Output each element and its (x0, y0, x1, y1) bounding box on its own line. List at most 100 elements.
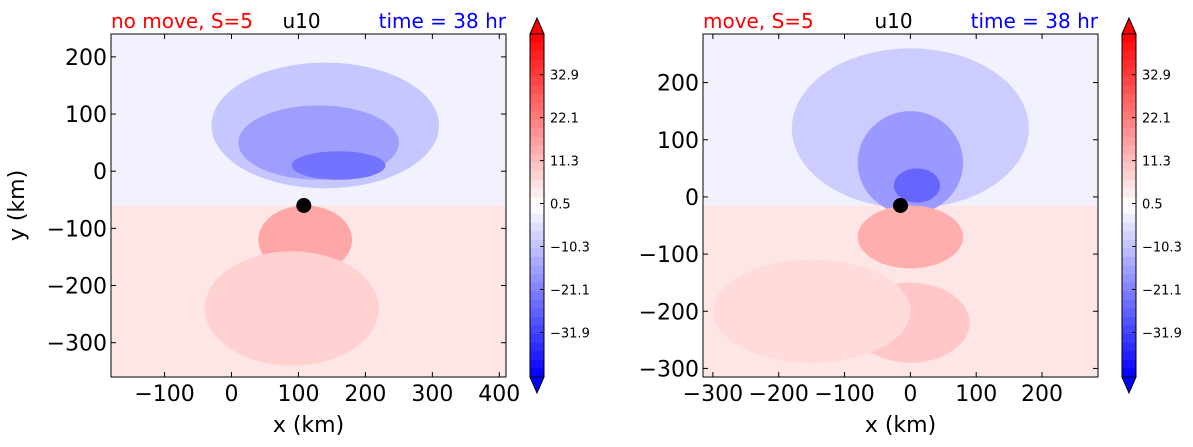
colorbar-band (530, 111, 544, 121)
colorbar-band (530, 68, 544, 78)
colorbar-band (1122, 282, 1136, 292)
colorbar-band (1122, 316, 1136, 327)
x-tick-label: 200 (344, 382, 386, 407)
colorbar-band (1122, 51, 1136, 61)
colorbar-band (530, 34, 544, 44)
colorbar-band (1122, 239, 1136, 249)
title-left: move, S=5 (703, 9, 814, 33)
colorbar-tick-label: 22.1 (1142, 112, 1171, 127)
colorbar-band (1122, 102, 1136, 112)
y-tick-label: 200 (65, 46, 107, 71)
x-axis-label: x (km) (273, 413, 344, 438)
colorbar-band (1122, 196, 1136, 206)
colorbar-band (1122, 325, 1136, 335)
title-left: no move, S=5 (111, 9, 253, 33)
contour-field (111, 34, 506, 377)
x-tick-label: 300 (411, 382, 453, 407)
x-tick-label: −100 (814, 382, 874, 407)
plot-frame (702, 33, 1099, 378)
contour-neg-2 (291, 151, 386, 180)
colorbar-band (1122, 154, 1136, 164)
colorbar-band (530, 179, 544, 189)
x-tick-label: 200 (1021, 382, 1063, 407)
colorbar-tick-label: −10.3 (550, 240, 590, 255)
colorbar-band (530, 119, 544, 129)
y-axis-label: y (km) (5, 170, 30, 241)
colorbar-band (1122, 308, 1136, 318)
plot-frame (110, 33, 507, 378)
colorbar-band (530, 325, 544, 335)
colorbar-band (530, 334, 544, 344)
colorbar-band (1122, 299, 1136, 309)
contour-pos-3 (857, 205, 964, 269)
chart-1: −300 −200 −100 0 100 2002001000−100−200−300x … (639, 9, 1182, 438)
y-tick-label: −200 (47, 275, 107, 300)
colorbar-band (530, 308, 544, 318)
y-tick-label: −100 (47, 217, 107, 242)
colorbar-band (1122, 248, 1136, 258)
colorbar-band (1122, 68, 1136, 78)
contour-field (703, 34, 1098, 377)
storm-center-marker (296, 198, 312, 213)
colorbar-band (530, 282, 544, 292)
colorbar-band (530, 196, 544, 206)
title-right: time = 38 hr (379, 9, 507, 33)
colorbar-band (1122, 171, 1136, 181)
colorbar-band (530, 188, 544, 198)
colorbar-band (1122, 128, 1136, 138)
x-axis-label: x (km) (865, 413, 936, 438)
contour-neg-2 (893, 168, 940, 203)
colorbar-band (1122, 368, 1136, 378)
colorbar-band (1122, 59, 1136, 69)
x-tick-label: 0 (903, 382, 917, 407)
colorbar-band (1122, 76, 1136, 86)
colorbar-band (530, 359, 544, 369)
colorbar-tick-label: 0.5 (1142, 198, 1163, 213)
x-tick-label: 100 (955, 382, 997, 407)
y-tick-label: 200 (657, 72, 699, 97)
y-tick-label: 0 (685, 186, 699, 211)
colorbar-band (1122, 111, 1136, 121)
colorbar-tick-label: 11.3 (1142, 155, 1171, 170)
colorbar-extend-min (529, 376, 545, 395)
colorbar-band (530, 128, 544, 138)
colorbar-band (1122, 42, 1136, 52)
colorbar-band (530, 368, 544, 378)
colorbar-band (530, 51, 544, 61)
x-tick-label: 0 (225, 382, 239, 407)
colorbar-band (1122, 342, 1136, 352)
colorbar-band (1122, 94, 1136, 104)
colorbar-band (1122, 179, 1136, 189)
colorbar-band (530, 205, 544, 215)
colorbar-tick-label: 22.1 (550, 112, 579, 127)
colorbar-band (530, 214, 544, 224)
colorbar-band (1122, 85, 1136, 95)
colorbar-band (530, 59, 544, 69)
x-tick-label: −200 (748, 382, 808, 407)
colorbar-band (1122, 162, 1136, 172)
colorbar-band (530, 291, 544, 301)
y-tick-label: 0 (93, 160, 107, 185)
colorbar-band (530, 316, 544, 327)
colorbar-band (1122, 265, 1136, 275)
colorbar-tick-label: 0.5 (550, 198, 571, 213)
y-tick-label: −300 (47, 332, 107, 357)
contour-pos-5 (712, 259, 911, 363)
colorbar-band (530, 274, 544, 284)
colorbar-band (1122, 256, 1136, 267)
colorbar-band (1122, 119, 1136, 129)
colorbar-band (530, 162, 544, 172)
colorbar-tick-label: −21.1 (550, 283, 590, 298)
colorbar-tick-label: −10.3 (1142, 240, 1182, 255)
y-tick-label: −300 (639, 357, 699, 382)
colorbar-band (1122, 34, 1136, 44)
title-right: time = 38 hr (971, 9, 1099, 33)
colorbar-band (530, 94, 544, 104)
colorbar-tick-label: −31.9 (550, 326, 590, 341)
colorbar-band (1122, 214, 1136, 224)
colorbar-band (530, 136, 544, 146)
colorbar-band (1122, 334, 1136, 344)
colorbar-band (1122, 222, 1136, 232)
colorbar-band (530, 222, 544, 232)
colorbar-tick-label: 32.9 (1142, 69, 1171, 84)
